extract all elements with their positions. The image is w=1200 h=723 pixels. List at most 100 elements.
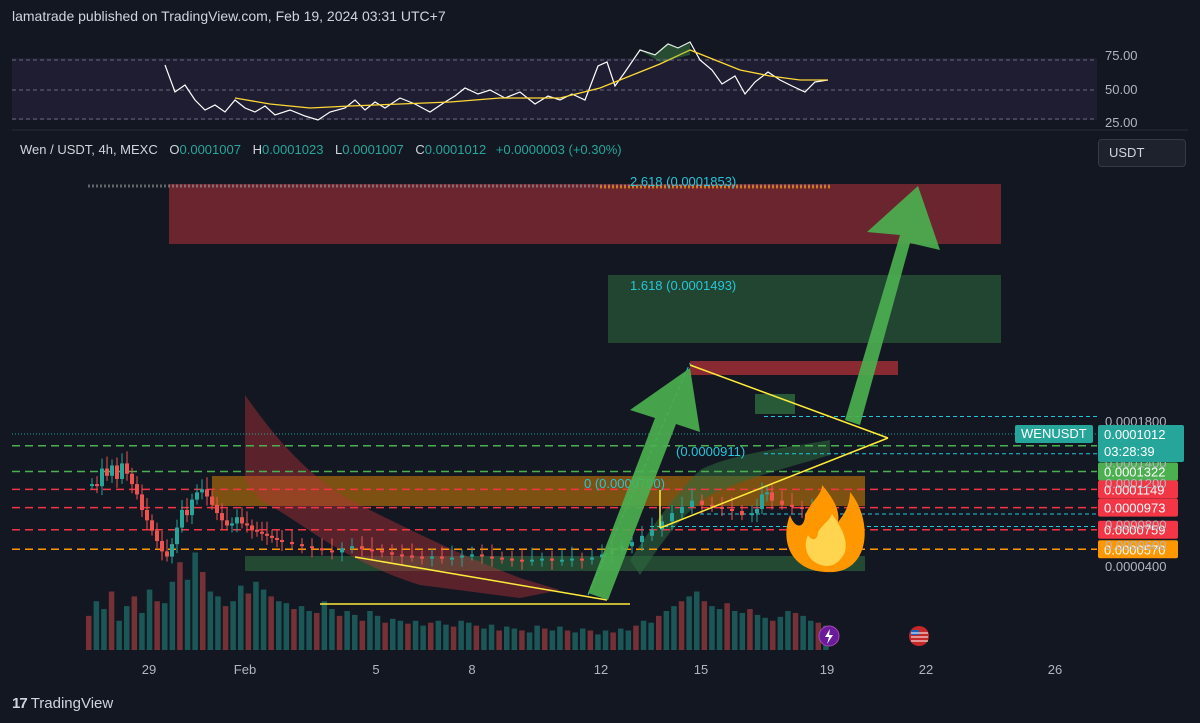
candle: [360, 546, 364, 550]
x-axis-tick-label: 29: [142, 662, 156, 677]
candle: [170, 544, 174, 557]
candle: [540, 558, 544, 561]
volume-bar: [519, 630, 525, 650]
target-zone: [608, 275, 1001, 343]
candle: [660, 521, 664, 530]
price-level-tag: [1098, 462, 1178, 481]
candle: [340, 548, 344, 553]
volume-bar: [101, 609, 107, 650]
volume-bar: [405, 623, 411, 650]
candle: [175, 527, 179, 545]
volume-bar: [283, 603, 290, 650]
price-level-tag: [1098, 520, 1178, 539]
volume-bar: [314, 612, 320, 650]
volume-bar: [557, 626, 563, 650]
rsi-line: [164, 41, 829, 121]
price-level-tag: [1098, 498, 1178, 517]
symbol-legend: Wen / USDT, 4h, MEXC O0.0001007 H0.00010…: [20, 142, 622, 157]
candle: [240, 517, 244, 524]
currency-button[interactable]: USDT: [1098, 139, 1186, 167]
volume-bar: [587, 630, 594, 650]
descending-trendline: [354, 556, 608, 601]
volume-bar: [321, 601, 328, 650]
volume-bar: [177, 562, 183, 650]
candle: [310, 546, 314, 549]
candle: [110, 465, 114, 476]
tradingview-logo[interactable]: 17 TradingView: [12, 695, 114, 712]
x-axis-tick-label: 12: [594, 662, 608, 677]
volume-bar: [458, 620, 464, 650]
rsi-tick-label: 50.00: [1105, 82, 1138, 97]
volume-bar: [488, 624, 495, 650]
volume-bar: [329, 609, 335, 650]
candle: [225, 520, 229, 526]
price-level-label: 0.0000570: [1104, 542, 1165, 557]
candle: [260, 531, 264, 534]
candle: [280, 539, 284, 543]
bar-countdown: 03:28:39: [1104, 444, 1155, 459]
fib-label: 1.618 (0.0001493): [630, 278, 736, 293]
publisher-header: lamatrade published on TradingView.com, …: [0, 0, 1200, 30]
volume-bar: [671, 606, 677, 650]
candle: [120, 463, 124, 479]
candle: [160, 541, 164, 552]
candle: [95, 484, 99, 487]
volume-bar: [108, 591, 115, 650]
y-axis-tick-label: 0.0000800: [1105, 518, 1166, 533]
footer: 17 TradingView: [0, 687, 1200, 723]
volume-bar: [192, 552, 198, 650]
volume-bar: [686, 596, 692, 650]
volume-bar: [162, 603, 168, 650]
volume-bar: [564, 630, 571, 650]
volume-bar: [215, 596, 221, 650]
volume-bar: [86, 615, 92, 650]
volume-bar: [808, 620, 814, 650]
candle: [245, 523, 249, 526]
volume-bar: [633, 625, 639, 650]
candle: [640, 535, 644, 543]
volume-bar: [777, 616, 784, 650]
candle: [220, 513, 224, 521]
volume-bar: [367, 611, 373, 650]
volume-bar: [602, 630, 609, 650]
support-zone: [212, 476, 865, 506]
volume-bar: [238, 585, 244, 650]
y-axis-tick-label: 0.0001200: [1105, 476, 1166, 491]
candle: [190, 499, 194, 516]
candle: [410, 555, 414, 558]
fire-icon: [786, 485, 865, 573]
candle: [490, 556, 494, 559]
volume-bar: [420, 625, 426, 650]
symbol-name[interactable]: Wen / USDT, 4h, MEXC: [20, 142, 158, 157]
volume-bar: [131, 596, 138, 650]
candle: [800, 506, 804, 509]
rsi-tick-label: 75.00: [1105, 48, 1138, 63]
rsi-tick-label: 25.00: [1105, 115, 1138, 130]
volume-bar: [709, 606, 715, 650]
volume-bar: [473, 625, 480, 650]
volume-bar: [663, 611, 670, 650]
volume-bar: [595, 634, 601, 650]
volume-bar: [618, 628, 624, 650]
candle: [290, 542, 294, 545]
candle: [300, 544, 304, 547]
volume-bar: [678, 601, 685, 650]
candle: [650, 529, 654, 536]
candle: [630, 542, 634, 547]
candle: [670, 513, 674, 522]
volume-bar: [724, 603, 730, 650]
volume-bar: [359, 620, 366, 650]
volume-bar: [572, 632, 578, 650]
candle: [235, 517, 239, 524]
volume-bar: [344, 611, 350, 650]
candle: [145, 509, 149, 521]
candle: [500, 557, 504, 560]
candle: [530, 559, 534, 562]
volume-bar: [390, 618, 396, 650]
candle: [100, 468, 104, 487]
x-axis-tick-label: 15: [694, 662, 708, 677]
volume-bar: [245, 593, 252, 650]
volume-bar: [200, 572, 206, 650]
candle: [390, 552, 394, 555]
